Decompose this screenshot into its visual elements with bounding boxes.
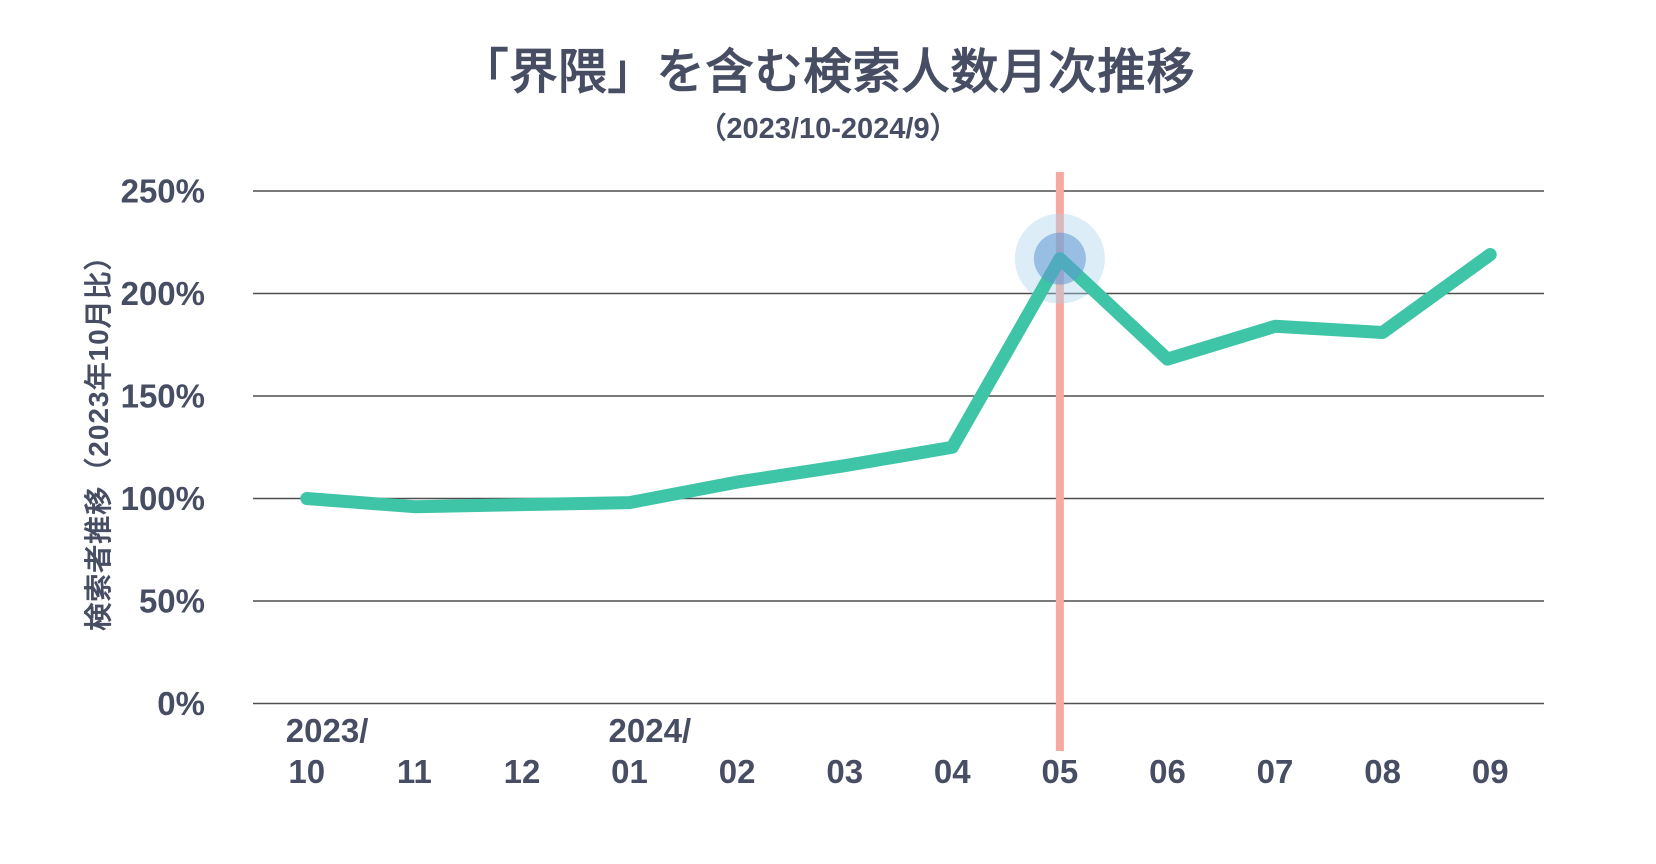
x-tick-label: 10 [288,753,325,790]
x-tick-label: 03 [826,753,863,790]
y-tick-label: 250% [121,173,205,210]
y-tick-label: 150% [121,378,205,415]
y-tick-label: 100% [121,480,205,517]
x-tick-label: 07 [1257,753,1294,790]
x-tick-label: 01 [611,753,648,790]
x-tick-label: 04 [934,753,971,790]
y-tick-label: 50% [139,583,205,620]
x-tick-label: 06 [1149,753,1186,790]
x-tick-label: 12 [504,753,541,790]
x-tick-year-label: 2023/ [286,712,369,749]
y-tick-label: 0% [157,685,205,722]
chart-subtitle: （2023/10-2024/9） [697,113,959,145]
x-tick-label: 02 [719,753,756,790]
chart-title: 「界隈」を含む検索人数月次推移 [460,46,1196,99]
x-tick-label: 09 [1472,753,1509,790]
x-tick-year-label: 2024/ [609,712,692,749]
x-tick-label: 08 [1364,753,1401,790]
y-tick-label: 200% [121,275,205,312]
highlight-marker [1033,232,1086,285]
y-axis-label: 検索者推移（2023年10月比） [83,241,114,631]
x-tick-label: 11 [397,753,432,790]
trend-line [300,248,1497,514]
x-tick-label: 05 [1042,753,1079,790]
